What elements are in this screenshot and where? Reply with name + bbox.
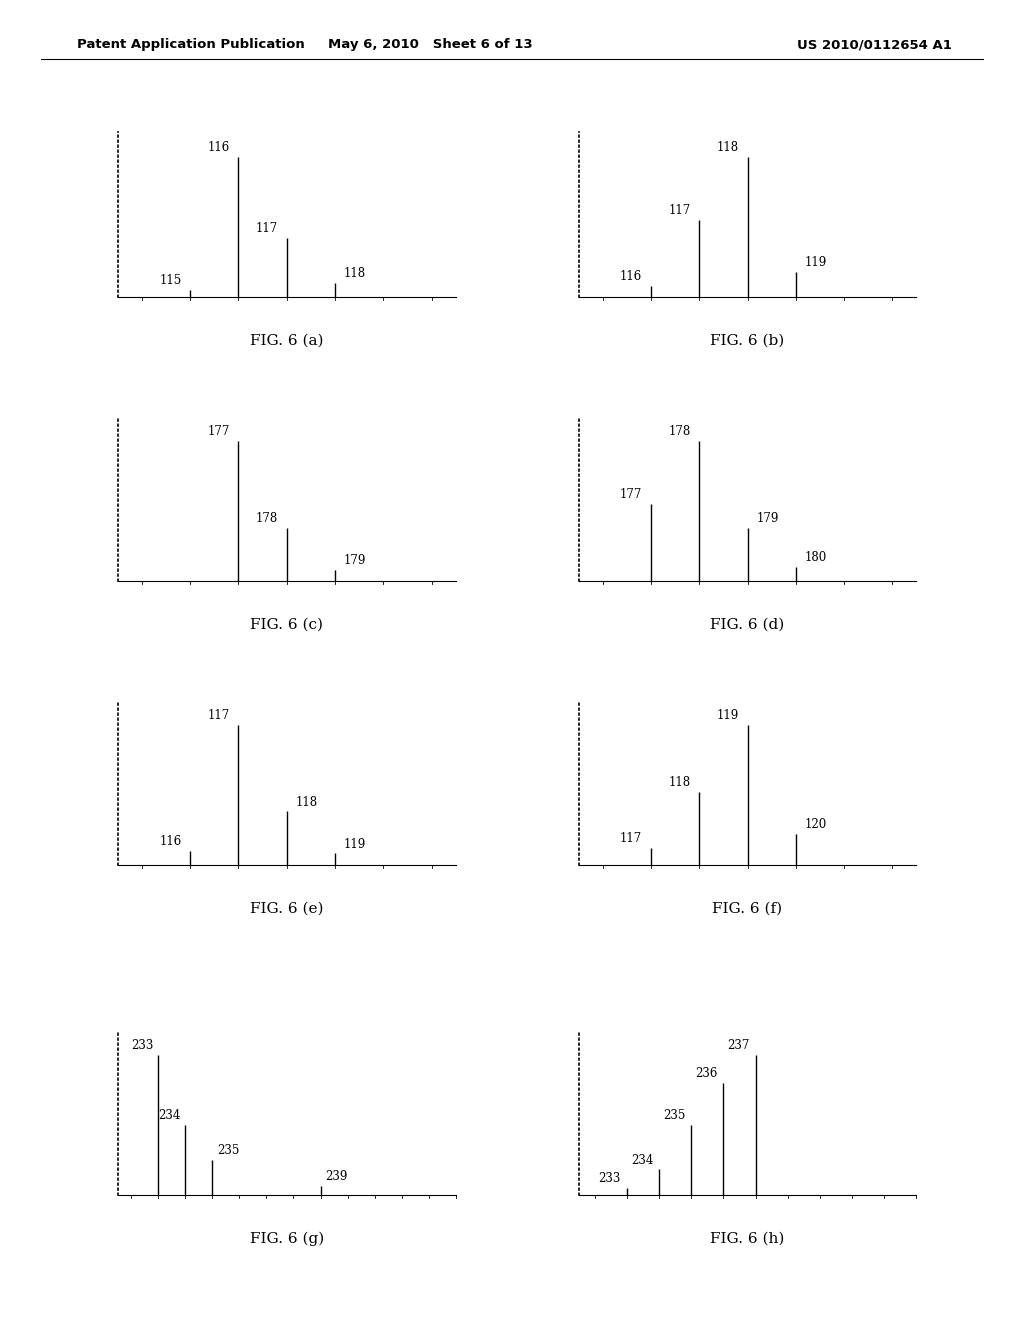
Text: 118: 118: [295, 796, 317, 809]
Text: FIG. 6 (h): FIG. 6 (h): [711, 1232, 784, 1246]
Text: May 6, 2010   Sheet 6 of 13: May 6, 2010 Sheet 6 of 13: [328, 38, 532, 51]
Text: 120: 120: [805, 818, 826, 832]
Text: 239: 239: [326, 1171, 348, 1184]
Text: 236: 236: [695, 1067, 718, 1080]
Text: FIG. 6 (d): FIG. 6 (d): [711, 618, 784, 632]
Text: US 2010/0112654 A1: US 2010/0112654 A1: [798, 38, 952, 51]
Text: 115: 115: [160, 275, 181, 288]
Text: 116: 116: [621, 271, 642, 282]
Text: 233: 233: [599, 1172, 621, 1185]
Text: 117: 117: [621, 832, 642, 845]
Text: 237: 237: [727, 1039, 750, 1052]
Text: 179: 179: [344, 554, 366, 566]
Text: 235: 235: [217, 1144, 240, 1156]
Text: 118: 118: [717, 141, 739, 154]
Text: 116: 116: [160, 834, 181, 847]
Text: 177: 177: [208, 425, 229, 438]
Text: 119: 119: [344, 838, 366, 850]
Text: FIG. 6 (c): FIG. 6 (c): [250, 618, 324, 632]
Text: 180: 180: [805, 550, 826, 564]
Text: 177: 177: [620, 488, 642, 502]
Text: 178: 178: [256, 512, 279, 525]
Text: 117: 117: [208, 709, 229, 722]
Text: 235: 235: [663, 1109, 685, 1122]
Text: 233: 233: [131, 1039, 154, 1052]
Text: 116: 116: [208, 141, 229, 154]
Text: 119: 119: [717, 709, 739, 722]
Text: FIG. 6 (a): FIG. 6 (a): [250, 334, 324, 348]
Text: 117: 117: [669, 205, 690, 218]
Text: 118: 118: [344, 267, 366, 280]
Text: 178: 178: [669, 425, 690, 438]
Text: FIG. 6 (g): FIG. 6 (g): [250, 1232, 324, 1246]
Text: Patent Application Publication: Patent Application Publication: [77, 38, 304, 51]
Text: FIG. 6 (b): FIG. 6 (b): [711, 334, 784, 348]
Text: FIG. 6 (e): FIG. 6 (e): [250, 902, 324, 916]
Text: 179: 179: [756, 512, 778, 525]
Text: 117: 117: [256, 223, 279, 235]
Text: 119: 119: [805, 256, 826, 269]
Text: 234: 234: [158, 1109, 180, 1122]
Text: 234: 234: [631, 1154, 653, 1167]
Text: FIG. 6 (f): FIG. 6 (f): [713, 902, 782, 916]
Text: 118: 118: [669, 776, 690, 789]
